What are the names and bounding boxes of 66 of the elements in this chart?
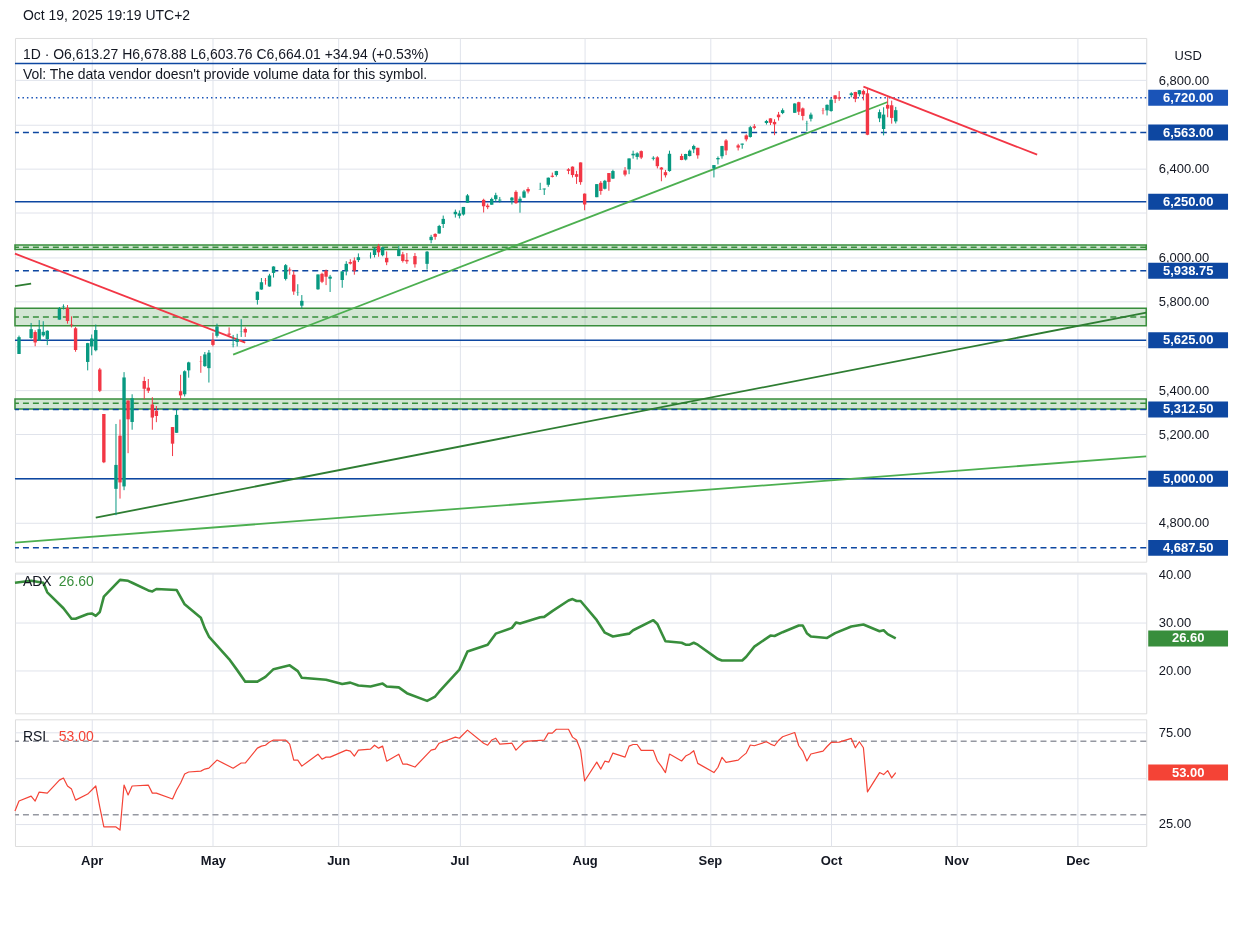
x-tick-label: Jul (450, 853, 470, 869)
y-tick-label: 40.00 (1158, 566, 1192, 582)
y-tick-label: 25.00 (1158, 816, 1192, 832)
candlestick (17, 335, 21, 355)
candlestick (433, 232, 437, 241)
y-tick-label: 20.00 (1158, 662, 1192, 678)
candlestick (328, 274, 332, 293)
candlestick (825, 103, 829, 116)
candlestick (413, 252, 417, 269)
ref-line-label: 5,000.00 (1162, 470, 1214, 486)
y-tick-label: 4,800.00 (1158, 515, 1210, 531)
annotation: 26.60 (58, 572, 95, 589)
text: 1D · O6,613.27 H6,678.88 L6,603.76 C6,664.01 +34.94 (+0.53%) (22, 45, 429, 62)
candlestick (425, 250, 429, 271)
text: Oct 19, 2025 19:19 UTC+2 (22, 7, 191, 24)
y-tick-label: 30.00 (1158, 614, 1192, 630)
x-tick-label: Dec (1066, 853, 1090, 869)
candlestick (37, 319, 41, 342)
x-tick-label: Oct (820, 853, 844, 869)
ref-line-label: 5,625.00 (1162, 332, 1214, 348)
candlestick (510, 196, 514, 205)
candlestick (170, 426, 175, 457)
ref-line-label: 5,312.50 (1162, 401, 1214, 417)
line-series (13, 578, 898, 703)
x-tick-label: Apr (81, 853, 104, 869)
y-tick-label: 6,400.00 (1158, 161, 1210, 177)
x-tick-label: Nov (944, 853, 970, 869)
candlestick (526, 186, 530, 194)
candlestick (607, 172, 611, 192)
y-tick-label: 5,400.00 (1158, 382, 1210, 398)
text: 53.00 (1171, 764, 1205, 780)
ref-line-label: 6,250.00 (1162, 193, 1214, 209)
ref-line-label: 5,938.75 (1162, 262, 1214, 278)
candlestick (207, 349, 211, 384)
candlestick (211, 332, 215, 347)
candlestick (885, 96, 890, 118)
ref-line-label: 6,563.00 (1162, 124, 1214, 140)
candlestick (890, 100, 894, 125)
y-tick-label: 75.00 (1158, 724, 1192, 740)
y-tick-label: 5,800.00 (1158, 293, 1210, 309)
text: RSI (22, 728, 47, 745)
x-tick-label: May (200, 853, 227, 869)
ref-line-label: 6,720.00 (1162, 89, 1214, 105)
text: 26.60 (1171, 630, 1205, 646)
y-tick-label: 5,200.00 (1158, 426, 1210, 442)
x-tick-label: Aug (572, 853, 598, 869)
text: Vol: The data vendor doesn't provide volume data for this symbol. (22, 65, 428, 82)
y-tick-label: 6,000.00 (1158, 249, 1210, 265)
candlestick (142, 376, 146, 400)
x-tick-label: Jun (327, 853, 351, 869)
candlestick (130, 393, 134, 431)
candlestick (429, 234, 433, 244)
candlestick (126, 399, 130, 454)
y-tick-label: 6,800.00 (1158, 72, 1210, 88)
x-tick-label: Sep (698, 853, 723, 869)
candlestick (324, 269, 328, 286)
candlestick (199, 355, 203, 374)
candlestick (833, 94, 837, 104)
annotation: 53.00 (58, 728, 95, 745)
y-axis-title: USD (1174, 47, 1202, 63)
line-series (14, 728, 897, 831)
candlestick (227, 326, 231, 338)
candlestick (98, 367, 102, 393)
ref-line-label: 4,687.50 (1162, 539, 1214, 555)
candlestick (114, 423, 118, 516)
candlestick (712, 164, 716, 178)
